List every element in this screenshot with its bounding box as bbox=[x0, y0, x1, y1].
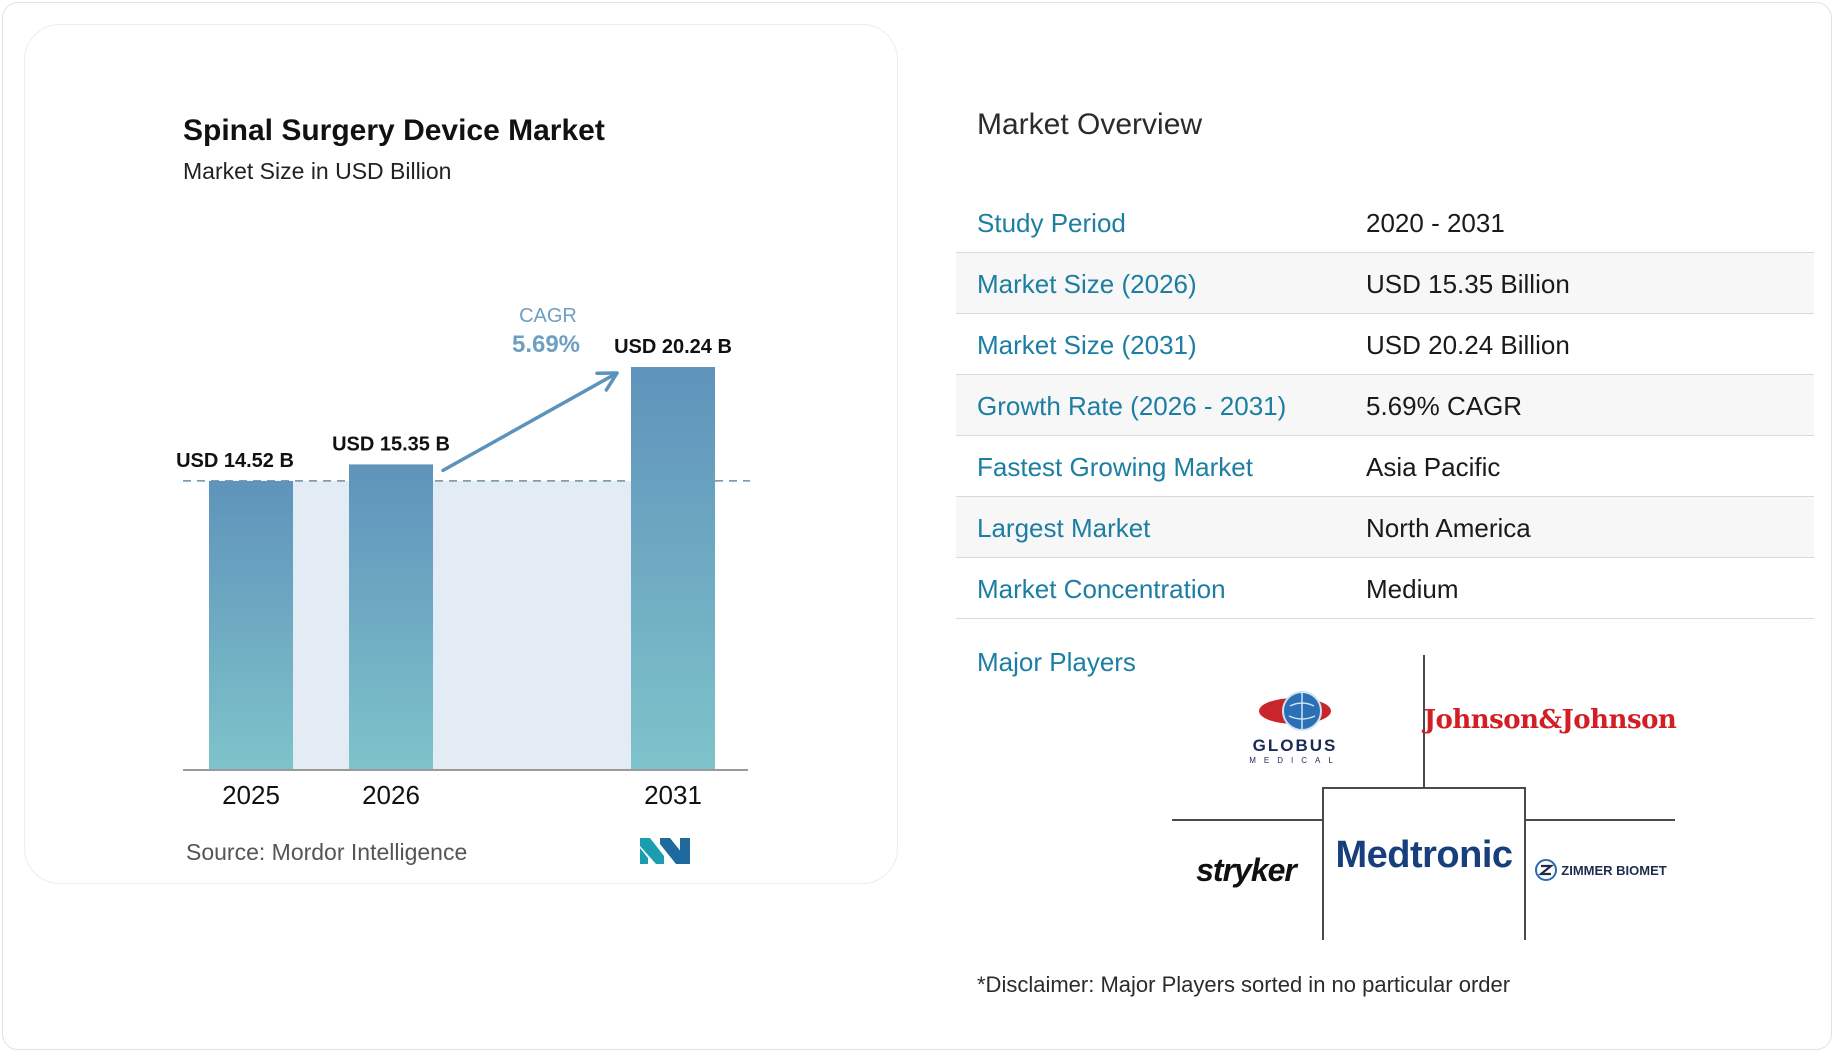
table-row-growth-rate: Growth Rate (2026 - 2031) 5.69% CAGR bbox=[956, 375, 1814, 436]
row-label: Market Size (2031) bbox=[977, 330, 1197, 360]
major-players-grid: GLOBUS MEDICAL Johnson&Johnson stryker M… bbox=[1170, 655, 1677, 940]
major-players-label: Major Players bbox=[977, 647, 1136, 677]
row-value: 2020 - 2031 bbox=[1366, 208, 1505, 238]
x-tick-label: 2025 bbox=[222, 780, 280, 810]
row-value: Asia Pacific bbox=[1366, 452, 1501, 482]
disclaimer-text: *Disclaimer: Major Players sorted in no … bbox=[977, 972, 1511, 997]
divider bbox=[1423, 655, 1425, 787]
jnj-wordmark: Johnson&Johnson bbox=[1423, 705, 1677, 735]
divider bbox=[1525, 819, 1675, 821]
bar-2026 bbox=[349, 464, 433, 770]
table-row-fastest-growing: Fastest Growing Market Asia Pacific bbox=[956, 436, 1814, 497]
x-tick-label: 2026 bbox=[362, 780, 420, 810]
divider bbox=[1172, 819, 1322, 821]
chart-source: Source: Mordor Intelligence bbox=[186, 839, 467, 865]
globe-icon bbox=[1259, 690, 1331, 731]
globus-subword: MEDICAL bbox=[1249, 755, 1341, 765]
cagr-value: 5.69% bbox=[512, 331, 580, 358]
bar-2025 bbox=[209, 480, 293, 770]
row-value: Medium bbox=[1366, 574, 1459, 604]
table-row-market-size-2026: Market Size (2026) USD 15.35 Billion bbox=[956, 253, 1814, 314]
row-value: USD 20.24 Billion bbox=[1366, 330, 1570, 360]
bar-value-label: USD 15.35 B bbox=[332, 433, 450, 455]
chart-subtitle: Market Size in USD Billion bbox=[183, 158, 451, 184]
table-row-market-concentration: Market Concentration Medium bbox=[956, 558, 1814, 619]
market-overview-title: Market Overview bbox=[977, 108, 1203, 141]
bar-value-label: USD 14.52 B bbox=[176, 450, 294, 472]
bar-2031 bbox=[631, 367, 715, 770]
medtronic-logo: Medtronic bbox=[1324, 820, 1524, 890]
row-label: Fastest Growing Market bbox=[977, 452, 1253, 482]
zimmer-wordmark: ZIMMER BIOMET bbox=[1561, 862, 1667, 878]
divider bbox=[1322, 787, 1324, 940]
chart-card: Spinal Surgery Device Market Market Size… bbox=[24, 24, 898, 884]
cagr-arrowhead-icon bbox=[595, 371, 619, 392]
divider bbox=[1322, 787, 1524, 789]
cagr-label: CAGR bbox=[519, 305, 577, 327]
table-row-market-size-2031: Market Size (2031) USD 20.24 Billion bbox=[956, 314, 1814, 375]
stryker-wordmark: stryker bbox=[1196, 851, 1297, 888]
row-label: Market Size (2026) bbox=[977, 269, 1197, 299]
stryker-logo: stryker bbox=[1170, 840, 1322, 900]
row-label: Study Period bbox=[977, 208, 1126, 238]
zimmer-biomet-logo: ZIMMER BIOMET bbox=[1526, 845, 1676, 895]
row-label: Largest Market bbox=[977, 513, 1151, 543]
chart-title: Spinal Surgery Device Market bbox=[183, 114, 605, 147]
overview-table: Study Period 2020 - 2031 Market Size (20… bbox=[956, 192, 1814, 619]
johnson-and-johnson-logo: Johnson&Johnson bbox=[1423, 690, 1677, 750]
zimmer-z-icon bbox=[1535, 859, 1558, 881]
baseline-shade bbox=[293, 480, 631, 770]
row-label: Growth Rate (2026 - 2031) bbox=[977, 391, 1287, 421]
divider bbox=[1524, 787, 1526, 940]
medtronic-wordmark: Medtronic bbox=[1335, 833, 1513, 876]
row-value: North America bbox=[1366, 513, 1531, 543]
mordor-logo-icon bbox=[640, 838, 690, 864]
table-row-study-period: Study Period 2020 - 2031 bbox=[956, 192, 1814, 253]
bar-chart: Spinal Surgery Device Market Market Size… bbox=[176, 114, 750, 865]
row-value: USD 15.35 Billion bbox=[1366, 269, 1570, 299]
x-tick-label: 2031 bbox=[644, 780, 702, 810]
bar-value-label: USD 20.24 B bbox=[614, 336, 732, 358]
globus-word: GLOBUS bbox=[1252, 735, 1338, 755]
globus-medical-logo: GLOBUS MEDICAL bbox=[1220, 677, 1370, 773]
row-value: 5.69% CAGR bbox=[1366, 391, 1523, 421]
cagr-arrow bbox=[441, 371, 619, 473]
table-row-largest-market: Largest Market North America bbox=[956, 497, 1814, 558]
row-label: Market Concentration bbox=[977, 574, 1226, 604]
